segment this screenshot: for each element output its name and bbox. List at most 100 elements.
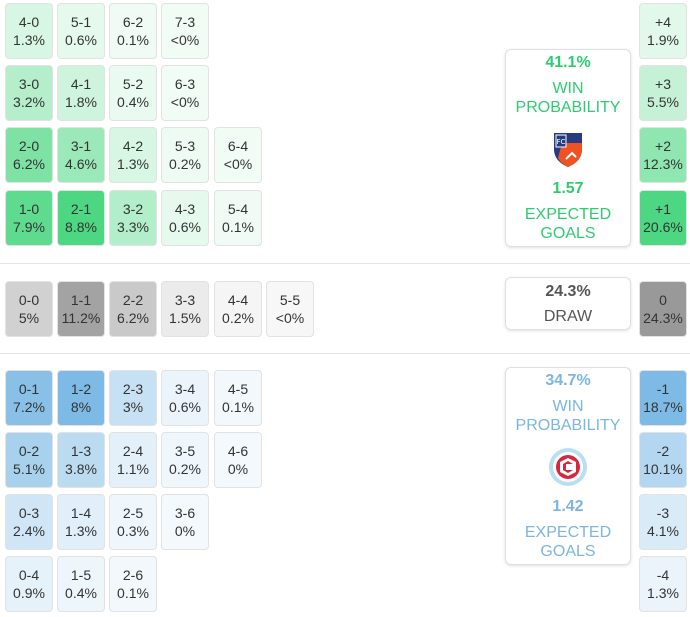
score-probability: 5% bbox=[18, 310, 40, 326]
score-label: 5-1 bbox=[70, 14, 92, 30]
score-label: -2 bbox=[656, 443, 670, 459]
home-scoreline-cell: 6-3 <0% bbox=[161, 65, 209, 121]
away-scoreline-cell: 2-6 0.1% bbox=[109, 556, 157, 612]
score-probability: 12.3% bbox=[643, 156, 683, 172]
score-label: +4 bbox=[655, 14, 671, 30]
score-probability: 1.8% bbox=[65, 94, 97, 110]
home-scoreline-cell: 3-1 4.6% bbox=[57, 127, 105, 183]
score-label: 0-3 bbox=[18, 505, 40, 521]
score-label: 3-1 bbox=[70, 138, 92, 154]
home-scoreline-cell: 3-2 3.3% bbox=[109, 190, 157, 246]
score-probability: 0% bbox=[174, 523, 196, 539]
home-expected-goals-label: EXPECTED GOALS bbox=[524, 206, 612, 242]
score-probability: 1.3% bbox=[13, 32, 45, 48]
draw-label: DRAW bbox=[543, 308, 593, 325]
home-scoreline-cell: 5-1 0.6% bbox=[57, 3, 105, 59]
draw-scoreline-cell: 1-1 11.2% bbox=[57, 281, 105, 337]
score-label: -3 bbox=[656, 505, 670, 521]
draw-margin-cell: 0 24.3% bbox=[639, 281, 687, 337]
away-scoreline-cell: 0-2 5.1% bbox=[5, 432, 53, 488]
score-probability: 5.1% bbox=[13, 461, 45, 477]
score-probability: 7.9% bbox=[13, 219, 45, 235]
score-probability: 0.4% bbox=[65, 585, 97, 601]
home-team-card: 41.1% WIN PROBABILITY FC 1.57 EXPECTED G… bbox=[505, 49, 631, 247]
home-win-probability-label: WIN PROBABILITY bbox=[515, 80, 621, 116]
score-probability: 8% bbox=[70, 399, 92, 415]
score-label: 2-6 bbox=[122, 567, 144, 583]
score-label: 3-5 bbox=[174, 443, 196, 459]
score-label: 0-0 bbox=[18, 292, 40, 308]
score-label: 1-4 bbox=[70, 505, 92, 521]
score-label: +2 bbox=[655, 138, 671, 154]
score-label: 4-6 bbox=[227, 443, 249, 459]
draw-scoreline-cell: 4-4 0.2% bbox=[214, 281, 262, 337]
score-label: 4-5 bbox=[227, 381, 249, 397]
score-label: 3-2 bbox=[122, 201, 144, 217]
home-scoreline-cell: 5-4 0.1% bbox=[214, 190, 262, 246]
score-probability: 0.1% bbox=[117, 585, 149, 601]
home-margin-cell: +1 20.6% bbox=[639, 190, 687, 246]
away-scoreline-cell: 2-3 3% bbox=[109, 370, 157, 426]
draw-scoreline-cell: 3-3 1.5% bbox=[161, 281, 209, 337]
home-margin-cell: +3 5.5% bbox=[639, 65, 687, 121]
score-label: 6-4 bbox=[227, 138, 249, 154]
away-scoreline-cell: 1-2 8% bbox=[57, 370, 105, 426]
away-scoreline-cell: 0-1 7.2% bbox=[5, 370, 53, 426]
score-label: 1-1 bbox=[70, 292, 92, 308]
score-label: 1-3 bbox=[70, 443, 92, 459]
away-scoreline-cell: 3-5 0.2% bbox=[161, 432, 209, 488]
score-probability: 0.9% bbox=[13, 585, 45, 601]
score-label: 4-0 bbox=[18, 14, 40, 30]
score-probability: 0.6% bbox=[169, 399, 201, 415]
score-probability: <0% bbox=[275, 310, 305, 326]
away-win-probability-value: 34.7% bbox=[545, 372, 591, 389]
home-margin-cell: +4 1.9% bbox=[639, 3, 687, 59]
away-expected-goals-label: EXPECTED GOALS bbox=[524, 524, 612, 560]
away-scoreline-cell: 0-3 2.4% bbox=[5, 494, 53, 550]
score-probability: 0.2% bbox=[169, 156, 201, 172]
score-probability: 0.2% bbox=[169, 461, 201, 477]
score-probability: 7.2% bbox=[13, 399, 45, 415]
score-label: 3-6 bbox=[174, 505, 196, 521]
away-scoreline-cell: 4-6 0% bbox=[214, 432, 262, 488]
score-label: 4-4 bbox=[227, 292, 249, 308]
home-scoreline-cell: 2-1 8.8% bbox=[57, 190, 105, 246]
score-label: -1 bbox=[656, 381, 670, 397]
score-label: 3-4 bbox=[174, 381, 196, 397]
score-probability: 2.4% bbox=[13, 523, 45, 539]
score-label: 0-4 bbox=[18, 567, 40, 583]
score-probability: 3.3% bbox=[117, 219, 149, 235]
score-label: 2-5 bbox=[122, 505, 144, 521]
score-probability: 1.3% bbox=[65, 523, 97, 539]
away-expected-goals-value: 1.42 bbox=[552, 498, 584, 515]
home-scoreline-cell: 4-3 0.6% bbox=[161, 190, 209, 246]
score-probability: 0.3% bbox=[117, 523, 149, 539]
home-expected-goals-value: 1.57 bbox=[552, 180, 584, 197]
score-label: 4-3 bbox=[174, 201, 196, 217]
score-probability: 0.6% bbox=[169, 219, 201, 235]
away-margin-cell: -3 4.1% bbox=[639, 494, 687, 550]
score-label: 6-3 bbox=[174, 76, 196, 92]
score-label: 1-0 bbox=[18, 201, 40, 217]
score-label: 2-1 bbox=[70, 201, 92, 217]
score-probability: 4.6% bbox=[65, 156, 97, 172]
score-probability: <0% bbox=[170, 32, 200, 48]
chicago-fire-crest-icon bbox=[549, 448, 587, 486]
score-probability: 24.3% bbox=[643, 310, 683, 326]
home-scoreline-cell: 6-4 <0% bbox=[214, 127, 262, 183]
away-scoreline-cell: 0-4 0.9% bbox=[5, 556, 53, 612]
away-scoreline-cell: 2-5 0.3% bbox=[109, 494, 157, 550]
away-scoreline-cell: 2-4 1.1% bbox=[109, 432, 157, 488]
score-probability: <0% bbox=[223, 156, 253, 172]
score-label: 2-2 bbox=[122, 292, 144, 308]
home-win-probability-value: 41.1% bbox=[545, 54, 591, 71]
score-probability: 1.1% bbox=[117, 461, 149, 477]
score-label: 7-3 bbox=[174, 14, 196, 30]
away-scoreline-cell: 1-3 3.8% bbox=[57, 432, 105, 488]
home-scoreline-cell: 4-0 1.3% bbox=[5, 3, 53, 59]
away-scoreline-cell: 1-5 0.4% bbox=[57, 556, 105, 612]
score-probability: 1.5% bbox=[169, 310, 201, 326]
home-scoreline-cell: 5-2 0.4% bbox=[109, 65, 157, 121]
home-scoreline-cell: 2-0 6.2% bbox=[5, 127, 53, 183]
score-probability: 1.3% bbox=[647, 585, 679, 601]
